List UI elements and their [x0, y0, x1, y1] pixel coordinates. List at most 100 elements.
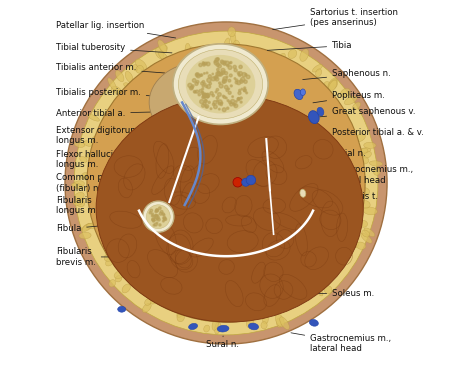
Circle shape [236, 79, 238, 81]
Text: Flexor hallucis
longus m.: Flexor hallucis longus m. [56, 149, 160, 169]
Circle shape [217, 72, 221, 76]
Circle shape [195, 73, 200, 77]
Ellipse shape [317, 288, 323, 296]
Text: Tibialis anterior m.: Tibialis anterior m. [56, 63, 164, 73]
Text: Tibialis posterior m.: Tibialis posterior m. [56, 88, 164, 97]
Circle shape [246, 175, 255, 185]
Ellipse shape [345, 96, 357, 105]
Circle shape [214, 105, 217, 109]
Circle shape [222, 79, 227, 83]
Circle shape [155, 214, 156, 216]
Ellipse shape [340, 89, 350, 97]
Circle shape [228, 79, 231, 82]
Circle shape [226, 89, 228, 92]
Circle shape [229, 74, 232, 77]
Ellipse shape [228, 27, 236, 37]
Circle shape [227, 100, 229, 102]
Circle shape [218, 93, 221, 96]
Circle shape [212, 94, 214, 97]
Text: Posterior tibial a. & v.: Posterior tibial a. & v. [312, 128, 424, 139]
Text: Plantaris t.: Plantaris t. [310, 193, 378, 201]
Ellipse shape [215, 322, 221, 334]
Circle shape [221, 71, 225, 74]
Circle shape [163, 220, 164, 222]
Ellipse shape [328, 255, 337, 263]
Circle shape [155, 214, 157, 217]
Circle shape [202, 93, 207, 97]
Ellipse shape [87, 44, 365, 322]
Ellipse shape [91, 174, 101, 180]
Circle shape [205, 100, 207, 101]
Ellipse shape [178, 49, 263, 119]
Circle shape [224, 61, 226, 63]
Circle shape [204, 100, 207, 103]
Ellipse shape [182, 303, 191, 314]
Ellipse shape [155, 48, 164, 59]
Ellipse shape [261, 322, 267, 329]
Circle shape [234, 78, 236, 79]
Ellipse shape [345, 239, 358, 248]
Circle shape [223, 63, 226, 66]
Text: Tibial tuberosity: Tibial tuberosity [56, 43, 172, 53]
Ellipse shape [80, 157, 87, 163]
Circle shape [155, 209, 158, 212]
Ellipse shape [357, 149, 368, 155]
Ellipse shape [328, 78, 337, 89]
Circle shape [218, 64, 221, 68]
Ellipse shape [86, 223, 100, 229]
Ellipse shape [276, 318, 282, 328]
Circle shape [240, 80, 243, 83]
Circle shape [230, 85, 232, 87]
Circle shape [223, 77, 227, 81]
Circle shape [240, 101, 242, 103]
Ellipse shape [125, 71, 133, 82]
Circle shape [202, 96, 205, 99]
Circle shape [227, 64, 229, 67]
Circle shape [199, 63, 202, 67]
Ellipse shape [139, 282, 147, 290]
Circle shape [214, 60, 217, 63]
Circle shape [219, 84, 223, 88]
Circle shape [216, 97, 219, 99]
Circle shape [207, 96, 209, 98]
Ellipse shape [252, 309, 259, 320]
Circle shape [156, 218, 159, 220]
Circle shape [237, 72, 240, 74]
Ellipse shape [177, 313, 184, 322]
Circle shape [157, 215, 158, 216]
Ellipse shape [360, 188, 370, 195]
Circle shape [217, 100, 218, 102]
Ellipse shape [142, 303, 151, 313]
Circle shape [244, 89, 246, 92]
Ellipse shape [212, 319, 219, 330]
Circle shape [235, 81, 238, 84]
Circle shape [246, 92, 247, 94]
Circle shape [153, 224, 155, 226]
Ellipse shape [146, 205, 170, 228]
Ellipse shape [230, 32, 236, 45]
Ellipse shape [118, 263, 126, 270]
Circle shape [238, 89, 241, 92]
Circle shape [195, 82, 198, 85]
Text: Tibial n.: Tibial n. [311, 149, 366, 158]
Ellipse shape [364, 228, 375, 237]
Ellipse shape [186, 55, 255, 113]
Circle shape [219, 82, 221, 84]
Circle shape [163, 216, 166, 219]
Circle shape [188, 83, 192, 87]
Ellipse shape [65, 22, 387, 344]
Circle shape [226, 97, 227, 99]
Circle shape [157, 218, 160, 221]
Ellipse shape [118, 306, 126, 312]
Circle shape [234, 104, 238, 108]
Ellipse shape [111, 86, 121, 93]
Circle shape [238, 97, 239, 99]
Ellipse shape [140, 280, 149, 290]
Circle shape [215, 77, 219, 81]
Ellipse shape [185, 309, 190, 316]
Ellipse shape [359, 220, 367, 227]
Circle shape [233, 178, 243, 187]
Text: Popliteus m.: Popliteus m. [313, 92, 385, 103]
Ellipse shape [309, 111, 319, 124]
Circle shape [223, 96, 226, 98]
